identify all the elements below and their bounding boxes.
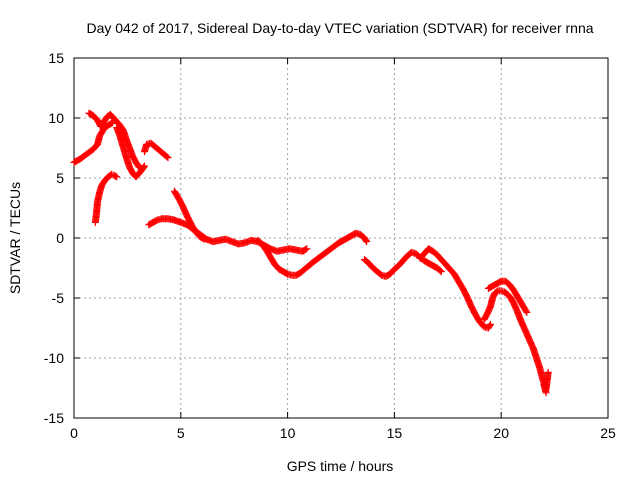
- x-tick-label: 25: [600, 425, 616, 441]
- data-point: [113, 173, 121, 181]
- series-c: [91, 170, 121, 226]
- y-axis-label: SDTVAR / TECUs: [7, 182, 23, 294]
- x-tick-label: 10: [280, 425, 296, 441]
- series-g: [170, 187, 208, 243]
- y-tick-label: -15: [44, 410, 64, 426]
- axis-ticks: 0 5 10 15 20 25 -15 -10 -5 0 5 10 15: [44, 50, 616, 441]
- x-tick-label: 15: [387, 425, 403, 441]
- data-marks: [70, 109, 552, 397]
- y-tick-label: -10: [44, 350, 64, 366]
- x-tick-label: 20: [493, 425, 509, 441]
- data-point: [436, 267, 444, 275]
- data-point: [437, 268, 445, 276]
- y-tick-label: -5: [52, 290, 65, 306]
- data-point: [303, 245, 311, 253]
- series-m: [540, 380, 550, 397]
- data-point: [523, 308, 531, 316]
- chart-title: Day 042 of 2017, Sidereal Day-to-day VTE…: [86, 20, 593, 36]
- y-tick-label: 15: [48, 50, 64, 66]
- data-point: [486, 322, 494, 330]
- series-d: [113, 124, 148, 181]
- y-tick-label: 0: [56, 230, 64, 246]
- series-h: [254, 229, 371, 279]
- data-point: [362, 236, 370, 244]
- data-point: [544, 368, 552, 376]
- x-tick-label: 0: [70, 425, 78, 441]
- y-tick-label: 10: [48, 110, 64, 126]
- data-point: [487, 320, 495, 328]
- y-tick-label: 5: [56, 170, 64, 186]
- data-point: [363, 238, 371, 246]
- x-tick-label: 5: [177, 425, 185, 441]
- data-point: [200, 235, 208, 243]
- series-b: [85, 109, 146, 172]
- data-point: [164, 154, 172, 162]
- data-point: [163, 153, 171, 161]
- data-point: [542, 389, 550, 397]
- series-e: [140, 139, 172, 162]
- x-axis-label: GPS time / hours: [287, 458, 394, 474]
- series-a: [70, 119, 116, 166]
- series-j: [416, 245, 495, 332]
- data-point: [140, 163, 148, 171]
- data-point: [522, 307, 530, 315]
- series-l: [484, 277, 531, 316]
- data-point: [140, 162, 148, 170]
